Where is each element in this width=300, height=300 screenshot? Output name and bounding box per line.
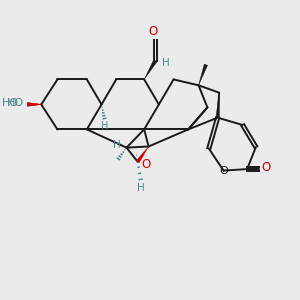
Polygon shape: [136, 146, 148, 163]
Text: HO: HO: [2, 98, 19, 108]
Text: H: H: [113, 140, 121, 150]
Text: O: O: [141, 158, 151, 171]
Text: H: H: [137, 183, 145, 193]
Polygon shape: [28, 103, 41, 106]
Text: O: O: [149, 25, 158, 38]
Text: O: O: [220, 167, 229, 176]
Polygon shape: [27, 103, 41, 106]
Polygon shape: [144, 60, 157, 80]
Text: H: H: [101, 121, 109, 130]
Polygon shape: [199, 64, 208, 85]
Text: H: H: [162, 58, 169, 68]
Text: HO: HO: [7, 98, 24, 108]
Polygon shape: [216, 93, 219, 118]
Text: O: O: [261, 161, 270, 174]
